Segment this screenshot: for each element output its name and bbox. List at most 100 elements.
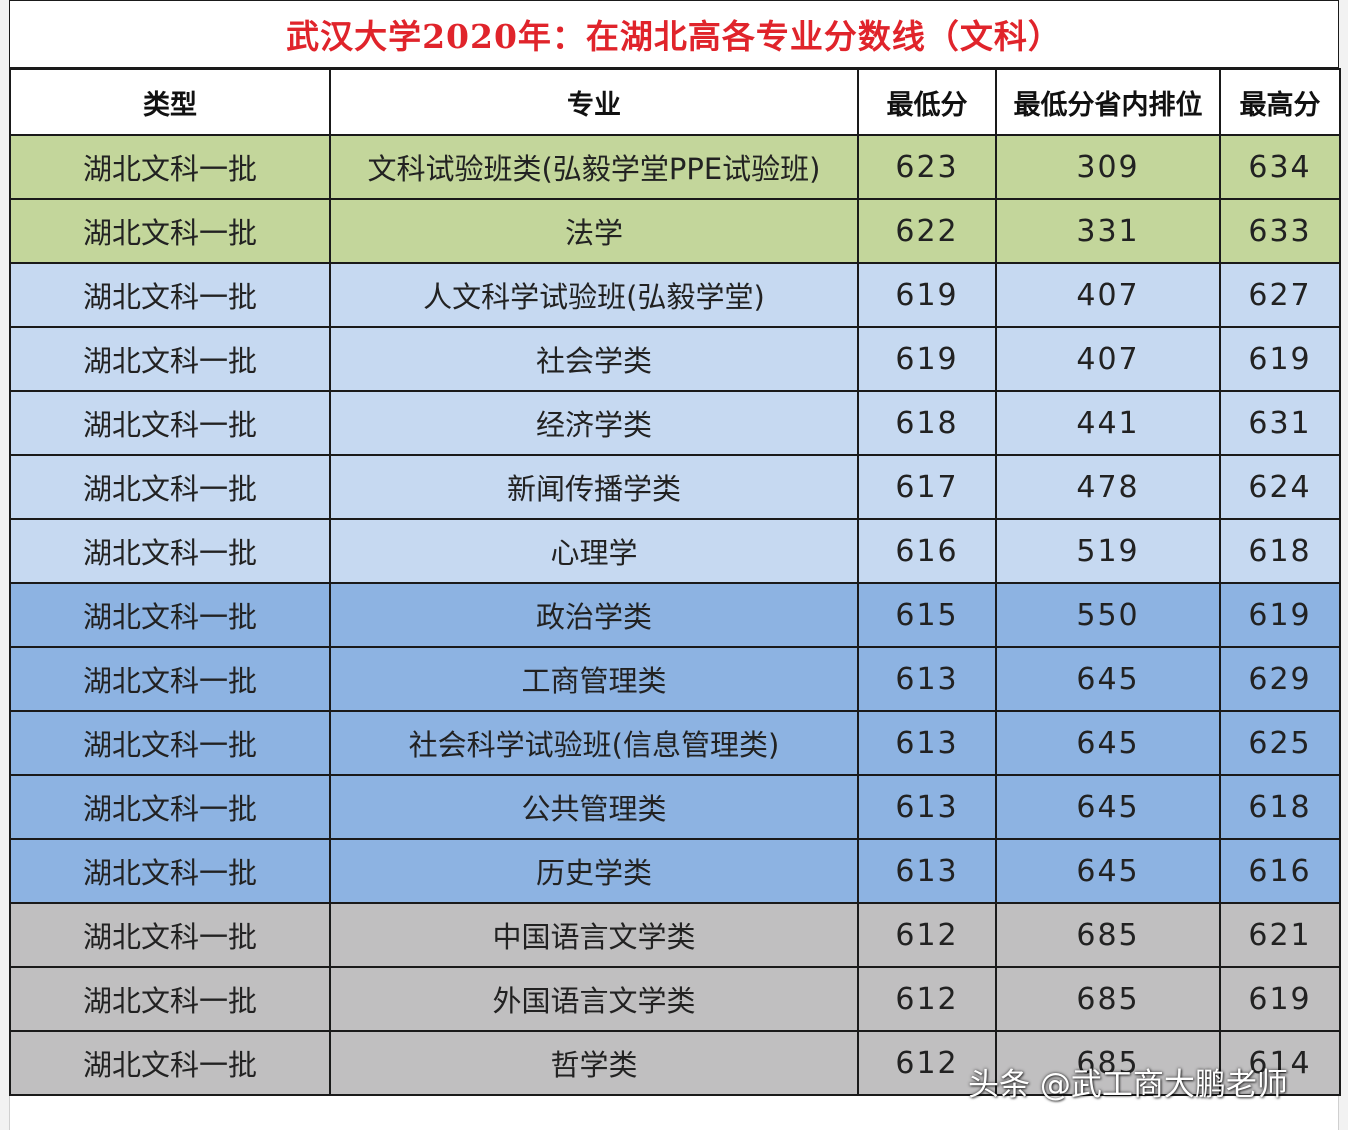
cell-max-score[interactable]: 633 [1219,198,1341,264]
column-header-type[interactable]: 类型 [9,68,331,136]
cell-major[interactable]: 社会学类 [329,326,859,392]
table-body: 湖北文科一批 文科试验班类(弘毅学堂PPE试验班) 623 309 634 湖北文科一批法… [9,134,1341,1096]
cell-max-score[interactable]: 634 [1219,134,1341,200]
cell-type[interactable]: 湖北文科一批 [9,902,331,968]
cell-type[interactable]: 湖北文科一批 [9,454,331,520]
cell-max-score[interactable]: 616 [1219,838,1341,904]
cell-max-score[interactable]: 627 [1219,262,1341,328]
cell-major[interactable]: 法学 [329,198,859,264]
column-header-min-rank[interactable]: 最低分省内排位 [995,68,1221,136]
table-row: 湖北文科一批 政治学类 615 550 619 [9,582,1341,648]
cell-min-rank[interactable]: 685 [995,1030,1221,1096]
cell-min-score[interactable]: 612 [857,966,997,1032]
cell-major[interactable]: 心理学 [329,518,859,584]
cell-major[interactable]: 哲学类 [329,1030,859,1096]
cell-min-score[interactable]: 618 [857,390,997,456]
cell-type[interactable]: 湖北文科一批 [9,710,331,776]
cell-min-rank[interactable]: 478 [995,454,1221,520]
column-header-major[interactable]: 专业 [329,68,859,136]
cell-min-score[interactable]: 623 [857,134,997,200]
cell-min-rank[interactable]: 645 [995,710,1221,776]
cell-type[interactable]: 湖北文科一批 [9,326,331,392]
table-row: 湖北文科一批 外国语言文学类 612 685 619 [9,966,1341,1032]
cell-min-rank[interactable]: 407 [995,262,1221,328]
cell-type[interactable]: 湖北文科一批 [9,1030,331,1096]
cell-min-score[interactable]: 622 [857,198,997,264]
cell-type[interactable]: 湖北文科一批 [9,134,331,200]
cell-min-score[interactable]: 612 [857,1030,997,1096]
cell-type[interactable]: 湖北文科一批 [9,390,331,456]
cell-min-score[interactable]: 616 [857,518,997,584]
cell-min-score[interactable]: 613 [857,646,997,712]
cell-major[interactable]: 公共管理类 [329,774,859,840]
cell-major[interactable]: 中国语言文学类 [329,902,859,968]
cell-max-score[interactable]: 619 [1219,582,1341,648]
table-row: 湖北文科一批 中国语言文学类 612 685 621 [9,902,1341,968]
cell-min-rank[interactable]: 645 [995,646,1221,712]
cell-type[interactable]: 湖北文科一批 [9,518,331,584]
cell-min-rank[interactable]: 645 [995,838,1221,904]
cell-type[interactable]: 湖北文科一批 [9,198,331,264]
cell-min-score[interactable]: 613 [857,838,997,904]
score-table: 类型 专业 最低分 最低分省内排位 最高分 湖北文科一批 文科试验班类(弘毅学堂P… [9,68,1341,1096]
cell-min-rank[interactable]: 645 [995,774,1221,840]
table-row: 湖北文科一批 法学 622 331 633 [9,198,1341,264]
cell-max-score[interactable]: 621 [1219,902,1341,968]
cell-major[interactable]: 文科试验班类(弘毅学堂PPE试验班) [329,134,859,200]
cell-min-rank[interactable]: 309 [995,134,1221,200]
cell-major[interactable]: 外国语言文学类 [329,966,859,1032]
cell-type[interactable]: 湖北文科一批 [9,774,331,840]
cell-type[interactable]: 湖北文科一批 [9,966,331,1032]
cell-major[interactable]: 工商管理类 [329,646,859,712]
cell-max-score[interactable]: 624 [1219,454,1341,520]
cell-max-score[interactable]: 619 [1219,326,1341,392]
cell-type[interactable]: 湖北文科一批 [9,646,331,712]
cell-min-score[interactable]: 619 [857,326,997,392]
cell-type[interactable]: 湖北文科一批 [9,582,331,648]
cell-major[interactable]: 社会科学试验班(信息管理类) [329,710,859,776]
table-row: 湖北文科一批 社会学类 619 407 619 [9,326,1341,392]
cell-major[interactable]: 新闻传播学类 [329,454,859,520]
cell-min-score[interactable]: 617 [857,454,997,520]
cell-major[interactable]: 人文科学试验班(弘毅学堂) [329,262,859,328]
cell-type[interactable]: 湖北文科一批 [9,838,331,904]
cell-min-rank[interactable]: 331 [995,198,1221,264]
table-row: 湖北文科一批 哲学类 612 685 614 [9,1030,1341,1096]
cell-major[interactable]: 历史学类 [329,838,859,904]
table-row: 湖北文科一批 心理学 616 519 618 [9,518,1341,584]
cell-type[interactable]: 湖北文科一批 [9,262,331,328]
cell-min-rank[interactable]: 550 [995,582,1221,648]
cell-min-score[interactable]: 612 [857,902,997,968]
cell-max-score[interactable]: 618 [1219,518,1341,584]
table-row: 湖北文科一批 人文科学试验班(弘毅学堂) 619 407 627 [9,262,1341,328]
table-row: 湖北文科一批 社会科学试验班(信息管理类) 613 645 625 [9,710,1341,776]
table-row: 湖北文科一批 新闻传播学类 617 478 624 [9,454,1341,520]
table-row: 湖北文科一批 经济学类 618 441 631 [9,390,1341,456]
cell-min-score[interactable]: 613 [857,774,997,840]
cell-major[interactable]: 政治学类 [329,582,859,648]
column-header-min-score[interactable]: 最低分 [857,68,997,136]
header-row: 类型 专业 最低分 最低分省内排位 最高分 [9,68,1341,136]
cell-max-score[interactable]: 614 [1219,1030,1341,1096]
table-title: 武汉大学2020年：在湖北高各专业分数线（文科） [9,0,1339,68]
cell-min-rank[interactable]: 685 [995,966,1221,1032]
cell-min-score[interactable]: 615 [857,582,997,648]
cell-max-score[interactable]: 619 [1219,966,1341,1032]
cell-major[interactable]: 经济学类 [329,390,859,456]
cell-min-rank[interactable]: 685 [995,902,1221,968]
cell-min-score[interactable]: 613 [857,710,997,776]
table-row: 湖北文科一批 工商管理类 613 645 629 [9,646,1341,712]
cell-max-score[interactable]: 629 [1219,646,1341,712]
table-row: 湖北文科一批 公共管理类 613 645 618 [9,774,1341,840]
cell-min-rank[interactable]: 407 [995,326,1221,392]
cell-max-score[interactable]: 625 [1219,710,1341,776]
cell-max-score[interactable]: 618 [1219,774,1341,840]
cell-max-score[interactable]: 631 [1219,390,1341,456]
column-header-max-score[interactable]: 最高分 [1219,68,1341,136]
cell-min-rank[interactable]: 519 [995,518,1221,584]
table-row: 湖北文科一批 文科试验班类(弘毅学堂PPE试验班) 623 309 634 [9,134,1341,200]
table-row: 湖北文科一批 历史学类 613 645 616 [9,838,1341,904]
cell-min-rank[interactable]: 441 [995,390,1221,456]
cell-min-score[interactable]: 619 [857,262,997,328]
